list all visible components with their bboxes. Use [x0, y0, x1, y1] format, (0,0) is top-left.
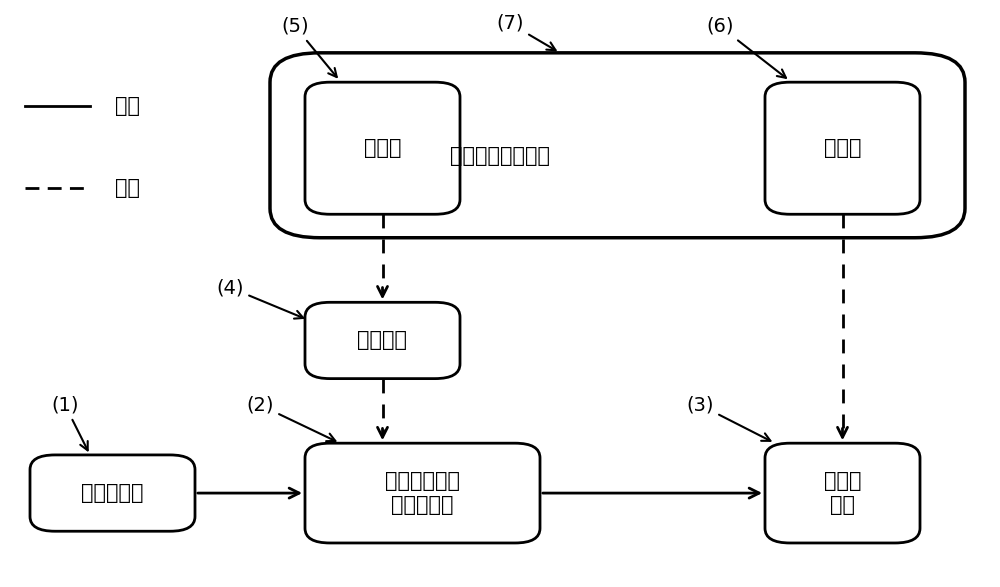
Text: 接收机: 接收机: [824, 138, 861, 158]
Text: (7): (7): [496, 14, 556, 50]
Text: (3): (3): [686, 396, 770, 441]
Text: (6): (6): [706, 17, 786, 78]
FancyBboxPatch shape: [305, 443, 540, 543]
FancyBboxPatch shape: [765, 82, 920, 214]
FancyBboxPatch shape: [30, 455, 195, 531]
Text: 光学频率梳: 光学频率梳: [81, 483, 144, 503]
Text: 光电探
测器: 光电探 测器: [824, 471, 861, 515]
FancyBboxPatch shape: [305, 82, 460, 214]
FancyBboxPatch shape: [305, 302, 460, 379]
Text: (2): (2): [246, 396, 335, 441]
Text: 光路: 光路: [115, 96, 140, 116]
Text: (5): (5): [281, 17, 337, 77]
FancyBboxPatch shape: [765, 443, 920, 543]
Text: 待测电光强度
调制器芯片: 待测电光强度 调制器芯片: [385, 471, 460, 515]
Text: 微波探针: 微波探针: [358, 330, 408, 350]
Text: 信号源: 信号源: [364, 138, 401, 158]
Text: 电路: 电路: [115, 178, 140, 198]
Text: (4): (4): [216, 278, 303, 319]
Text: 微波网络分析模块: 微波网络分析模块: [450, 146, 550, 166]
Text: (1): (1): [51, 396, 88, 450]
FancyBboxPatch shape: [270, 53, 965, 238]
